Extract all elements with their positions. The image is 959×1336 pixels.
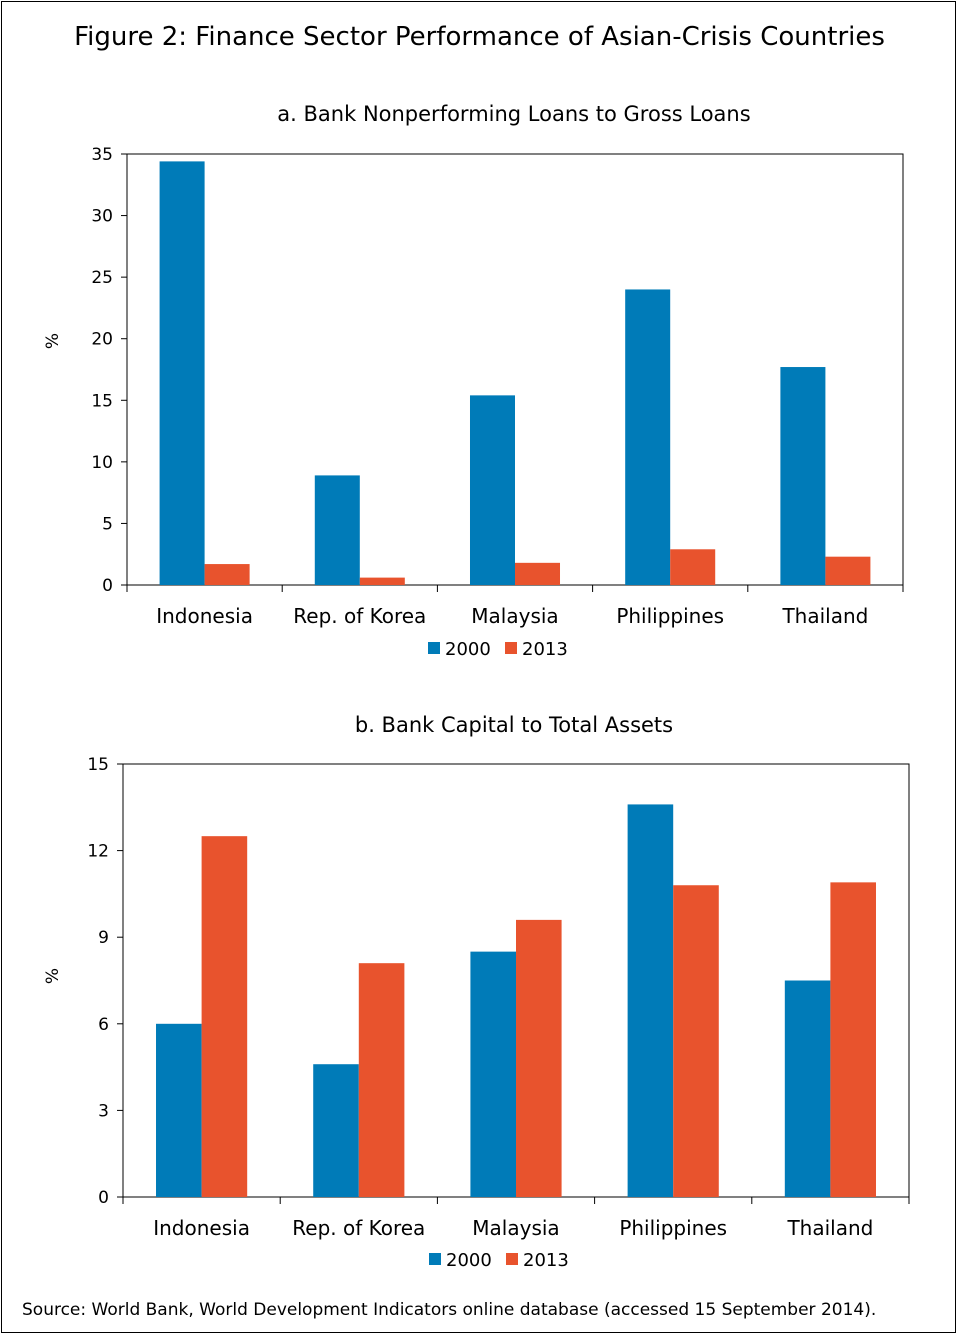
- x-tick-label: Malaysia: [472, 1216, 559, 1240]
- bar-2013-philippines: [673, 885, 719, 1197]
- y-tick-label: 5: [102, 514, 113, 534]
- y-tick-label: 25: [91, 268, 113, 288]
- x-tick-label: Thailand: [786, 1216, 873, 1240]
- legend-label: 2013: [522, 639, 568, 660]
- bar-2000-rep-of-korea: [313, 1064, 359, 1197]
- x-tick-label: Thailand: [781, 604, 868, 628]
- y-axis-label: %: [43, 968, 63, 984]
- bar-2013-thailand: [830, 882, 876, 1197]
- x-tick-label: Philippines: [619, 1216, 727, 1240]
- x-tick-label: Philippines: [616, 604, 724, 628]
- y-tick-label: 0: [102, 576, 113, 596]
- bar-2000-indonesia: [159, 161, 205, 586]
- bar-2013-malaysia: [515, 562, 561, 585]
- bar-2013-philippines: [670, 549, 716, 585]
- legend-swatch-2000: [428, 642, 440, 654]
- legend-label: 2000: [446, 1250, 492, 1271]
- x-tick-label: Rep. of Korea: [293, 604, 426, 628]
- chart-a-title: a. Bank Nonperforming Loans to Gross Loa…: [277, 102, 751, 126]
- legend-label: 2000: [445, 639, 491, 660]
- bar-2013-indonesia: [201, 836, 248, 1197]
- bar-2013-malaysia: [516, 919, 562, 1197]
- source-note: Source: World Bank, World Development In…: [22, 1300, 877, 1320]
- legend-swatch-2000: [429, 1253, 441, 1265]
- bar-2000-philippines: [627, 804, 674, 1197]
- legend-label: 2013: [523, 1250, 569, 1271]
- bar-2000-philippines: [625, 289, 671, 585]
- bar-2013-thailand: [825, 556, 871, 585]
- x-tick-label: Indonesia: [156, 604, 253, 628]
- y-tick-label: 10: [91, 453, 113, 473]
- bar-2000-rep-of-korea: [314, 475, 360, 585]
- y-tick-label: 30: [91, 207, 113, 227]
- y-tick-label: 12: [87, 842, 109, 862]
- x-tick-label: Indonesia: [153, 1216, 250, 1240]
- y-tick-label: 35: [91, 145, 113, 165]
- y-axis-label: %: [43, 333, 63, 349]
- bar-2000-malaysia: [470, 951, 516, 1197]
- y-tick-label: 15: [91, 391, 113, 411]
- legend-swatch-2013: [506, 1253, 518, 1265]
- bar-2000-malaysia: [469, 395, 515, 585]
- bar-2013-rep-of-korea: [358, 963, 405, 1197]
- legend-swatch-2013: [505, 642, 517, 654]
- figure-title: Figure 2: Finance Sector Performance of …: [74, 22, 885, 52]
- y-tick-label: 9: [98, 928, 109, 948]
- bar-2013-indonesia: [204, 564, 250, 585]
- x-tick-label: Rep. of Korea: [292, 1216, 425, 1240]
- bar-2013-rep-of-korea: [359, 577, 405, 585]
- y-tick-label: 20: [91, 330, 113, 350]
- y-tick-label: 0: [98, 1188, 109, 1208]
- bar-2000-indonesia: [156, 1023, 202, 1197]
- y-tick-label: 15: [87, 755, 109, 775]
- y-tick-label: 3: [98, 1101, 109, 1121]
- x-tick-label: Malaysia: [471, 604, 558, 628]
- bar-2000-thailand: [780, 367, 826, 585]
- chart-b-title: b. Bank Capital to Total Assets: [354, 713, 674, 737]
- bar-2000-thailand: [784, 980, 831, 1197]
- y-tick-label: 6: [98, 1015, 109, 1035]
